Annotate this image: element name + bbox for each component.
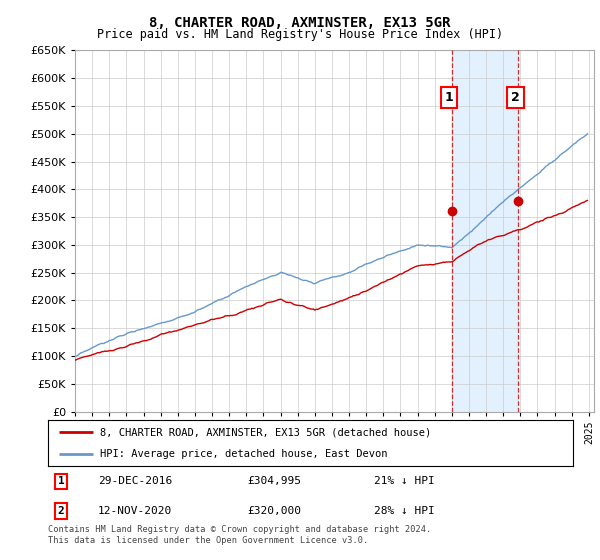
Text: 8, CHARTER ROAD, AXMINSTER, EX13 5GR (detached house): 8, CHARTER ROAD, AXMINSTER, EX13 5GR (de… xyxy=(101,427,432,437)
Text: 8, CHARTER ROAD, AXMINSTER, EX13 5GR: 8, CHARTER ROAD, AXMINSTER, EX13 5GR xyxy=(149,16,451,30)
Text: 1: 1 xyxy=(58,477,65,486)
Text: 1: 1 xyxy=(445,91,454,104)
Text: 29-DEC-2016: 29-DEC-2016 xyxy=(98,477,172,486)
Text: £320,000: £320,000 xyxy=(248,506,302,516)
Text: £304,995: £304,995 xyxy=(248,477,302,486)
Text: 2: 2 xyxy=(58,506,65,516)
Text: 21% ↓ HPI: 21% ↓ HPI xyxy=(373,477,434,486)
Text: 28% ↓ HPI: 28% ↓ HPI xyxy=(373,506,434,516)
Bar xyxy=(452,50,518,412)
Text: HPI: Average price, detached house, East Devon: HPI: Average price, detached house, East… xyxy=(101,450,388,459)
Text: 2: 2 xyxy=(511,91,520,104)
Text: Price paid vs. HM Land Registry's House Price Index (HPI): Price paid vs. HM Land Registry's House … xyxy=(97,28,503,41)
Text: 12-NOV-2020: 12-NOV-2020 xyxy=(98,506,172,516)
Text: Contains HM Land Registry data © Crown copyright and database right 2024.
This d: Contains HM Land Registry data © Crown c… xyxy=(48,525,431,545)
